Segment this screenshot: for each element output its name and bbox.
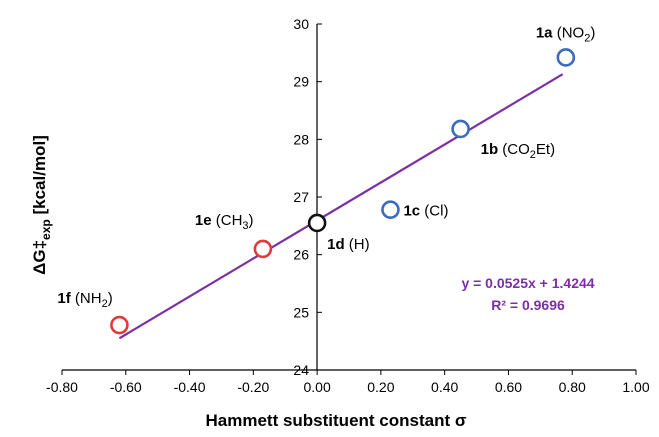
trend-line <box>118 73 564 340</box>
point-labels: 1a (NO2) 1b (CO2Et) 1c (Cl) 1d (H) 1e (CH3) 1… <box>57 24 595 310</box>
x-tick-label: 0.40 <box>431 379 458 395</box>
data-point-1e <box>253 239 273 259</box>
x-tick-label: -0.80 <box>46 379 78 395</box>
data-point-1f <box>110 315 129 335</box>
x-tick-label: 0.20 <box>367 379 394 395</box>
x-axis-label: Hammett substituent constant σ <box>206 411 467 430</box>
r-squared: R² = 0.9696 <box>491 297 565 313</box>
tick-labels: -0.80 -0.60 -0.40 -0.20 0.00 0.20 0.40 0.60 0.80… <box>46 16 650 395</box>
data-point-1b <box>451 119 470 139</box>
x-tick-label: 0.00 <box>303 379 330 395</box>
y-tick-label: 24 <box>293 362 309 378</box>
fit-equation: y = 0.0525x + 1.4244 <box>461 275 594 291</box>
point-label-1a: 1a (NO2) <box>536 24 595 44</box>
data-point-1c <box>381 200 400 219</box>
x-tick-label: -0.40 <box>174 379 206 395</box>
x-tick-label: -0.60 <box>110 379 142 395</box>
y-tick-label: 25 <box>293 304 309 320</box>
point-label-1e: 1e (CH3) <box>195 212 254 232</box>
data-point-1a <box>556 48 576 67</box>
y-tick-label: 28 <box>293 131 309 147</box>
x-tick-label: 1.00 <box>622 379 649 395</box>
y-tick-label: 30 <box>293 16 309 32</box>
y-tick-label: 27 <box>293 189 309 205</box>
point-label-1f: 1f (NH2) <box>57 290 112 310</box>
data-points <box>110 48 576 335</box>
y-axis-label: ΔG‡exp [kcal/mol] <box>30 135 53 275</box>
point-label-1c: 1c (Cl) <box>403 203 448 220</box>
point-label-1d: 1d (H) <box>327 236 370 253</box>
y-tick-label: 29 <box>293 74 309 90</box>
y-tick-label: 26 <box>293 247 309 263</box>
data-point-1d <box>307 213 327 233</box>
x-tick-label: 0.60 <box>495 379 522 395</box>
x-tick-label: 0.80 <box>559 379 586 395</box>
point-label-1b: 1b (CO2Et) <box>481 141 555 161</box>
axes <box>61 23 637 375</box>
x-tick-label: -0.20 <box>237 379 269 395</box>
